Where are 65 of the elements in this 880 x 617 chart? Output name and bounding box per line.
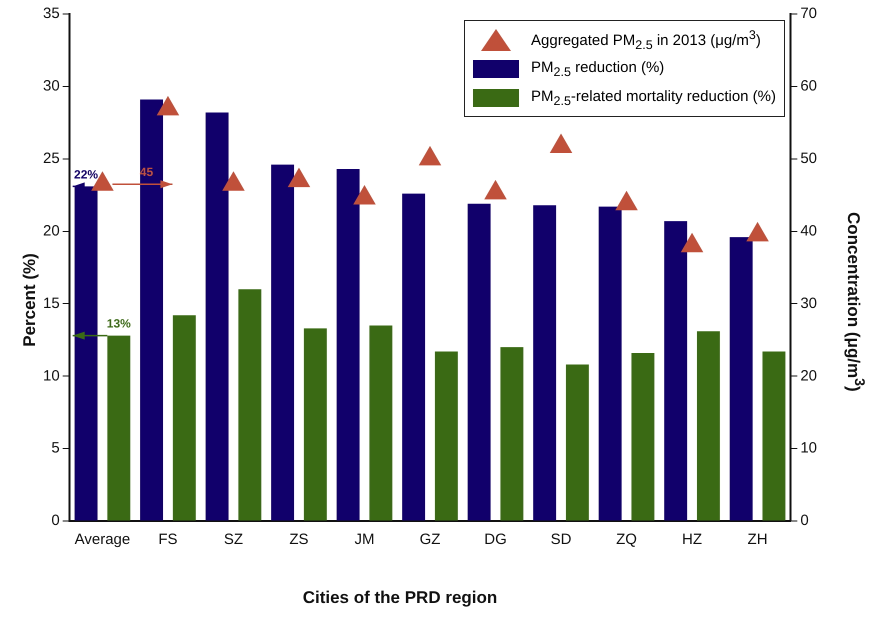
point [419,146,441,166]
bar [304,328,327,520]
x-tick-label: SZ [224,531,244,548]
bar [172,315,196,520]
point [157,96,179,116]
bar [500,347,524,520]
x-tick-label: DG [484,531,507,548]
y2-tick-label: 70 [800,5,818,22]
bar [631,352,654,520]
y-tick-label: 20 [42,222,60,240]
y2-tick-label: 60 [800,78,818,95]
point [222,172,244,191]
bar [206,112,229,520]
y-tick-label: 30 [42,78,60,95]
bar [598,206,622,520]
bar [140,99,164,520]
point [288,168,310,188]
x-axis-title: Cities of the PRD region [302,588,498,608]
bar [336,168,360,520]
legend-label: PM$_{2.5}$-related mortality reduction (%) [531,88,776,108]
bar [533,205,556,520]
x-tick-label: ZS [289,531,309,548]
point [550,134,572,154]
y-axis-title: Percent (%) [20,252,40,349]
y-tick-label: 15 [42,294,60,312]
bar [468,204,491,520]
y-tick-label: 10 [42,367,60,384]
y-tick-label: 0 [51,512,60,530]
x-tick-label: SD [550,531,572,548]
point [616,191,638,210]
legend-label: PM$_{2.5}$ reduction (%) [531,58,664,78]
x-tick-label: ZQ [616,531,637,548]
y2-tick-label: 30 [800,294,818,312]
bar [730,237,753,520]
y2-tick-label: 0 [800,512,809,530]
y2-tick-label: 10 [800,440,818,457]
bar [762,352,786,520]
point [354,185,376,204]
y2-tick-label: 20 [800,367,818,384]
x-tick-label: FS [158,531,178,548]
x-tick-label: ZH [748,531,768,548]
x-tick-label: JM [354,531,374,548]
x-tick-label: HZ [682,531,702,548]
y2-tick-label: 50 [800,150,818,167]
y2-tick-label: 40 [800,222,818,240]
annotation: 22% [74,167,98,182]
point [681,233,703,252]
annotation: 45 [140,165,154,180]
y-tick-label: 35 [42,5,60,22]
x-tick-label: Average [74,531,130,548]
bar [238,289,262,520]
bar [271,164,294,520]
bar [434,352,458,520]
bar [664,221,688,520]
bar [696,331,720,520]
x-tick-label: GZ [420,531,440,548]
bar [402,194,426,520]
annotation: 13% [106,316,132,331]
point [484,180,506,200]
bar [566,364,589,520]
point [746,222,768,242]
bar [369,325,392,520]
y-tick-label: 25 [42,150,60,167]
y-tick-label: 5 [51,440,60,457]
legend-label: Aggregated PM$_{2.5}$ in 2013 (μg/m$^{3}$) [531,28,761,52]
